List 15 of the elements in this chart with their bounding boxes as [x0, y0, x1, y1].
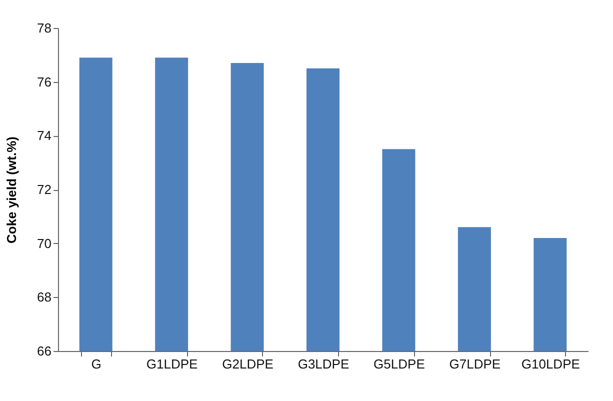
y-tick-label: 76 [37, 74, 52, 90]
x-tick-label: G3LDPE [298, 356, 350, 372]
y-tick-label: 70 [37, 236, 52, 251]
x-tick-label: G1LDPE [146, 356, 198, 372]
x-tick-label: G10LDPE [521, 356, 580, 372]
y-tick-label: 72 [37, 182, 52, 197]
y-axis-title: Coke yield (wt.%) [4, 136, 20, 244]
y-tick-label: 66 [37, 344, 52, 358]
x-tick-label: G5LDPE [374, 356, 426, 372]
x-tick-label: G [91, 356, 102, 372]
y-tick-label: 78 [37, 20, 52, 36]
y-tick-label: 68 [37, 290, 52, 305]
y-tick-label: 74 [37, 128, 52, 144]
x-tick-label: G2LDPE [222, 356, 274, 372]
x-tick-label: G7LDPE [449, 356, 501, 372]
